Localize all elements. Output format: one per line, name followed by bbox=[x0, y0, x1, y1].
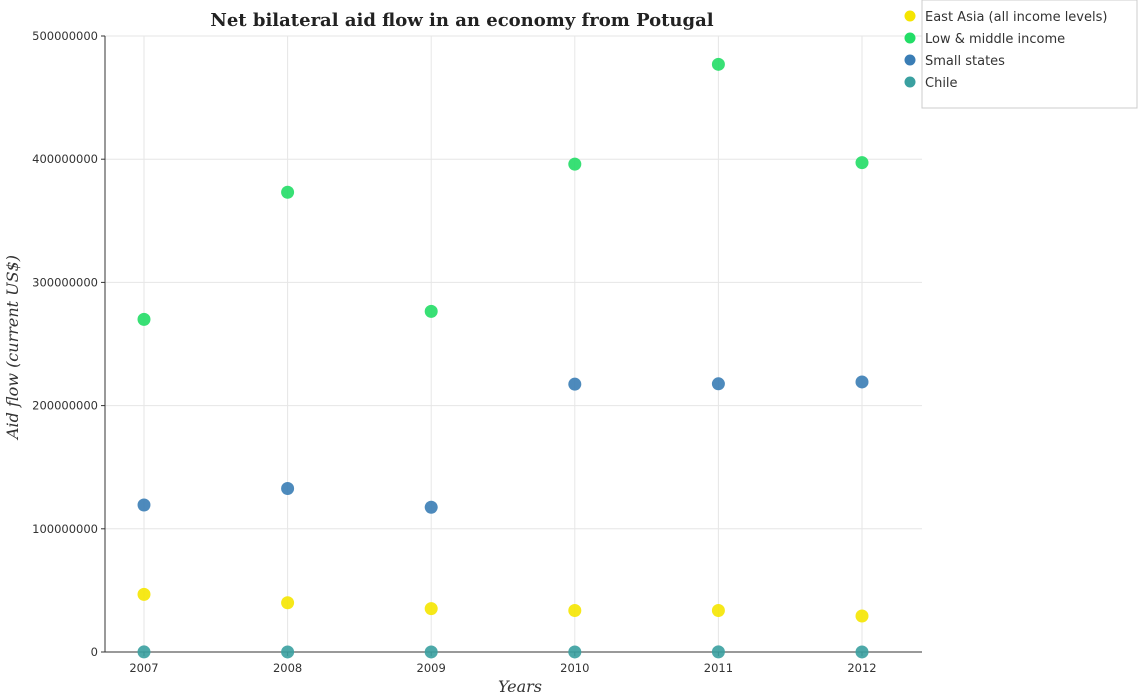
axes bbox=[104, 36, 922, 653]
legend-entry[interactable]: Chile bbox=[925, 76, 958, 91]
point-small-states-2011[interactable] bbox=[711, 377, 725, 391]
point-small-states-2009[interactable] bbox=[424, 500, 438, 514]
point-low-middle-income-2007[interactable] bbox=[137, 312, 151, 326]
x-tick-label: 2012 bbox=[847, 661, 876, 675]
y-tick-label: 200000000 bbox=[32, 399, 98, 413]
point-chile-2008[interactable] bbox=[281, 645, 295, 659]
legend-marker bbox=[904, 32, 916, 44]
legend[interactable]: East Asia (all income levels) Low & middl… bbox=[904, 0, 1138, 109]
legend-marker bbox=[904, 76, 916, 88]
point-low-middle-income-2012[interactable] bbox=[855, 156, 869, 170]
legend-entry[interactable]: Low & middle income bbox=[925, 32, 1065, 47]
y-axis-label: Aid flow (current US$) bbox=[3, 255, 22, 441]
y-tick-label: 500000000 bbox=[32, 29, 98, 43]
point-east-asia-all-income-levels-2008[interactable] bbox=[281, 596, 295, 610]
x-tick-label: 2009 bbox=[417, 661, 446, 675]
x-axis-ticks: 2007 2008 2009 2010 2011 2012 bbox=[129, 652, 877, 675]
x-tick-label: 2010 bbox=[560, 661, 589, 675]
y-tick-label: 0 bbox=[91, 645, 98, 659]
point-low-middle-income-2011[interactable] bbox=[711, 57, 725, 71]
legend-entry[interactable]: Small states bbox=[925, 54, 1005, 69]
chart-title: Net bilateral aid flow in an economy fro… bbox=[210, 10, 713, 31]
legend-entry[interactable]: East Asia (all income levels) bbox=[925, 10, 1107, 25]
legend-marker bbox=[904, 54, 916, 66]
point-small-states-2012[interactable] bbox=[855, 375, 869, 389]
point-small-states-2007[interactable] bbox=[137, 498, 151, 512]
x-tick-label: 2008 bbox=[273, 661, 302, 675]
y-tick-label: 100000000 bbox=[32, 522, 98, 536]
point-low-middle-income-2009[interactable] bbox=[424, 304, 438, 318]
y-tick-label: 400000000 bbox=[32, 152, 98, 166]
point-east-asia-all-income-levels-2007[interactable] bbox=[137, 587, 151, 601]
point-east-asia-all-income-levels-2009[interactable] bbox=[424, 602, 438, 616]
x-tick-label: 2007 bbox=[129, 661, 158, 675]
data-points bbox=[137, 57, 869, 659]
legend-box bbox=[921, 0, 1138, 109]
legend-marker bbox=[904, 10, 916, 22]
point-low-middle-income-2010[interactable] bbox=[568, 157, 582, 171]
x-tick-label: 2011 bbox=[704, 661, 733, 675]
point-east-asia-all-income-levels-2012[interactable] bbox=[855, 609, 869, 623]
point-chile-2011[interactable] bbox=[711, 645, 725, 659]
x-axis-label: Years bbox=[498, 677, 542, 696]
point-chile-2009[interactable] bbox=[424, 645, 438, 659]
point-chile-2012[interactable] bbox=[855, 645, 869, 659]
point-east-asia-all-income-levels-2011[interactable] bbox=[711, 603, 725, 617]
point-small-states-2008[interactable] bbox=[281, 482, 295, 496]
y-axis-ticks: 0 100000000 200000000 300000000 400000000 500… bbox=[32, 29, 105, 659]
point-chile-2007[interactable] bbox=[137, 645, 151, 659]
point-chile-2010[interactable] bbox=[568, 645, 582, 659]
y-tick-label: 300000000 bbox=[32, 275, 98, 289]
grid-lines bbox=[105, 35, 922, 653]
point-east-asia-all-income-levels-2010[interactable] bbox=[568, 603, 582, 617]
point-low-middle-income-2008[interactable] bbox=[281, 185, 295, 199]
point-small-states-2010[interactable] bbox=[568, 377, 582, 391]
